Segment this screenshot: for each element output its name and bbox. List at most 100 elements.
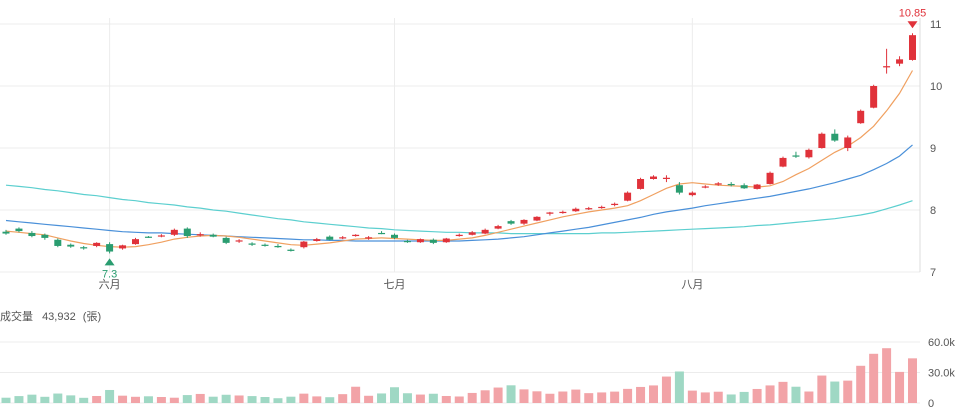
volume-bar: [338, 394, 348, 403]
candle-body: [93, 242, 101, 246]
candle-body: [144, 236, 152, 238]
price-tick-label: 10: [930, 81, 942, 93]
candle-body: [2, 231, 10, 234]
candle-body: [753, 184, 761, 189]
volume-axis: 0 30.0k 60.0k: [928, 337, 955, 410]
candle: [701, 185, 709, 189]
candle-body: [611, 203, 619, 206]
candle: [831, 129, 839, 142]
volume-bar: [415, 394, 425, 403]
candle: [792, 151, 800, 158]
volume-bar: [480, 390, 490, 403]
volume-bar: [830, 381, 840, 403]
candle-body: [818, 133, 826, 148]
candle: [313, 237, 321, 242]
candle: [416, 238, 424, 243]
candle: [157, 234, 165, 238]
price-tick-label: 8: [930, 205, 936, 217]
volume-tick-label: 60.0k: [928, 337, 955, 349]
candle: [67, 243, 75, 248]
candle-body: [650, 176, 657, 179]
volume-bar: [791, 386, 801, 403]
month-label: 八月: [681, 279, 703, 291]
candle: [403, 239, 411, 243]
volume-bar: [454, 396, 464, 403]
ma-short-line: [5, 70, 914, 248]
volume-bar: [804, 391, 814, 403]
candle: [28, 231, 36, 238]
candle: [378, 231, 386, 235]
candle: [119, 244, 127, 250]
candle-body: [403, 241, 411, 243]
volume-bar: [66, 395, 76, 403]
volume-bar: [700, 392, 710, 403]
candle-body: [235, 240, 243, 242]
volume-bar: [53, 393, 63, 403]
volume-bar: [118, 395, 128, 403]
candle-body: [429, 239, 437, 243]
volume-bar: [623, 388, 633, 403]
volume-bar: [273, 398, 283, 403]
volume-bar: [14, 396, 24, 403]
candle-body: [455, 234, 463, 237]
candle-body: [313, 239, 321, 241]
high-marker-arrow: [907, 21, 918, 29]
price-tick-label: 11: [930, 19, 941, 31]
volume-bar: [506, 385, 516, 403]
volume-tick-label: 30.0k: [928, 368, 955, 380]
volume-bar: [765, 385, 775, 403]
volume-bar: [713, 391, 723, 403]
candle: [675, 182, 683, 195]
candle-body: [287, 249, 295, 251]
month-label: 六月: [99, 278, 121, 291]
candle-body: [779, 157, 787, 167]
candle-body: [54, 239, 62, 246]
volume-bar: [221, 394, 231, 403]
candle: [883, 48, 891, 74]
candle-body: [209, 234, 217, 237]
volume-bar: [778, 381, 788, 403]
candle: [753, 183, 761, 190]
candle: [287, 248, 295, 252]
candle-body: [870, 86, 878, 108]
volume-bar: [519, 389, 529, 403]
volume-bar: [143, 396, 153, 403]
candle: [624, 191, 632, 202]
candle: [80, 245, 88, 250]
candle: [896, 56, 904, 67]
candle-body: [365, 237, 373, 239]
volume-bar: [402, 393, 412, 403]
price-tick-label: 9: [930, 143, 936, 155]
candle-body: [727, 183, 735, 186]
volume-bar: [467, 392, 477, 403]
candle-body: [300, 241, 308, 248]
candle: [300, 241, 308, 249]
volume-bar: [882, 348, 892, 403]
candle: [844, 135, 852, 152]
candle: [611, 202, 619, 207]
price-tick-label: 7: [930, 267, 936, 279]
volume-bars: [1, 348, 917, 403]
candle-body: [624, 192, 632, 201]
candle-body: [183, 228, 191, 237]
candlesticks: [2, 33, 916, 254]
price-grid: [0, 23, 920, 273]
candle: [442, 237, 450, 243]
candle-body: [572, 208, 580, 212]
candle: [740, 183, 748, 189]
volume-bar: [493, 387, 503, 403]
volume-title: 成交量: [0, 309, 33, 323]
volume-bar: [610, 391, 620, 403]
candle: [637, 177, 645, 190]
candle: [274, 244, 282, 248]
candle-body: [494, 226, 502, 229]
candle-body: [170, 229, 178, 235]
candle: [818, 132, 826, 149]
price-markers: 10.85 7.3: [102, 7, 926, 280]
candle-body: [857, 110, 865, 124]
candle: [41, 233, 49, 240]
volume-bar: [79, 397, 89, 403]
volume-bar: [726, 394, 736, 403]
candle: [585, 206, 593, 210]
volume-bar: [299, 393, 309, 403]
